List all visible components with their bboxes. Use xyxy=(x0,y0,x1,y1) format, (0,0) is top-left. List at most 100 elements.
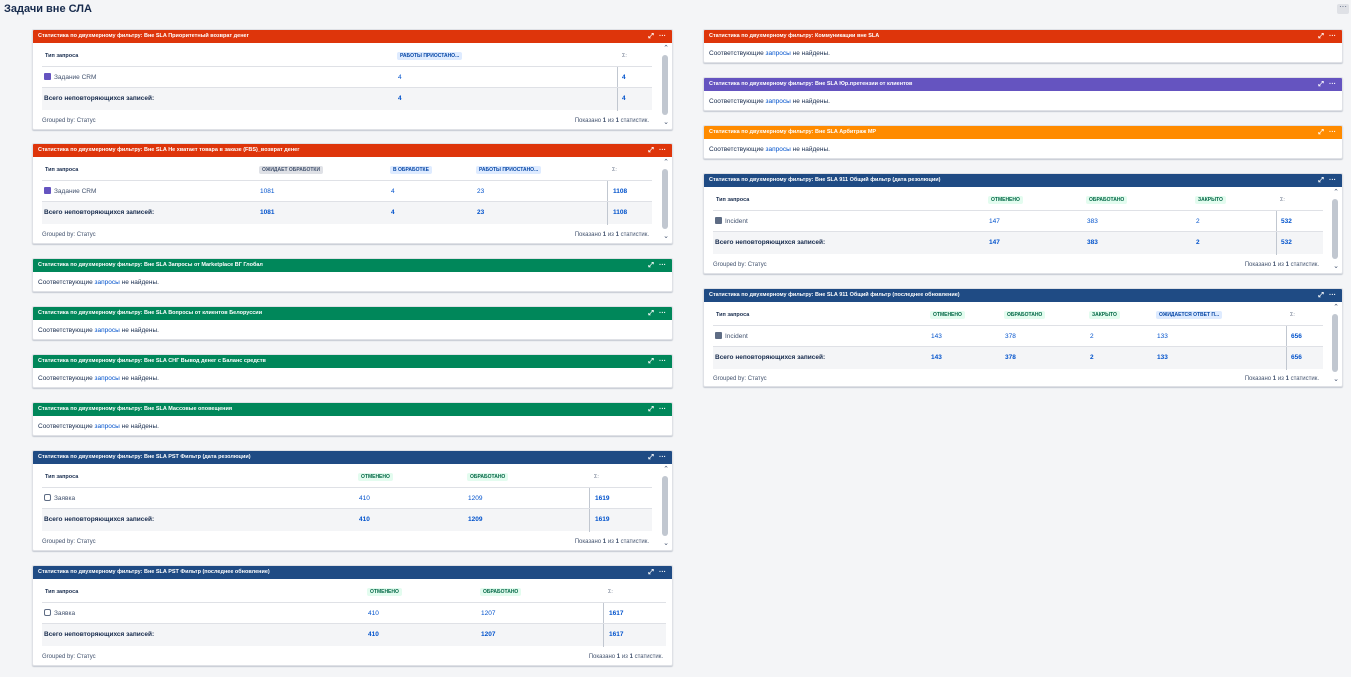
total-value[interactable]: 1081 xyxy=(260,209,275,216)
page-more-button[interactable]: ··· xyxy=(1337,3,1349,14)
cell-value[interactable]: 23 xyxy=(477,188,485,195)
expand-icon[interactable]: ⤢ xyxy=(648,569,654,576)
row-total[interactable]: 4 xyxy=(622,74,626,81)
row-total[interactable]: 532 xyxy=(1281,218,1292,225)
expand-icon[interactable]: ⤢ xyxy=(1318,129,1324,136)
row-type-label[interactable]: Заявка xyxy=(44,494,75,502)
grand-total[interactable]: 1619 xyxy=(595,516,610,523)
gadget-header[interactable]: Статистика по двухмерному фильтру: Вне S… xyxy=(33,566,672,579)
col-header-status[interactable]: В ОБРАБОТКЕ xyxy=(390,166,432,174)
row-type-label[interactable]: Incident xyxy=(715,217,748,225)
scroll-down-icon[interactable]: ⌄ xyxy=(663,540,669,547)
requests-link[interactable]: запросы xyxy=(765,98,791,105)
expand-icon[interactable]: ⤢ xyxy=(1318,177,1324,184)
col-header-status[interactable]: ОБРАБОТАНО xyxy=(467,473,509,481)
more-icon[interactable]: ··· xyxy=(659,33,666,40)
scroll-up-icon[interactable]: ⌃ xyxy=(663,466,669,473)
col-header-status[interactable]: ОБРАБОТАНО xyxy=(1086,196,1128,204)
cell-value[interactable]: 4 xyxy=(398,74,402,81)
grand-total[interactable]: 532 xyxy=(1281,239,1292,246)
col-header-status[interactable]: ЗАКРЫТО xyxy=(1089,311,1120,319)
col-header-status[interactable]: ОТМЕНЕНО xyxy=(930,311,965,319)
gadget-header[interactable]: Статистика по двухмерному фильтру: Вне S… xyxy=(33,30,672,43)
col-header-status[interactable]: ОБРАБОТАНО xyxy=(1004,311,1046,319)
scrollbar[interactable] xyxy=(662,55,668,115)
row-type-label[interactable]: Задание CRM xyxy=(44,187,96,195)
col-header-status[interactable]: ОБРАБОТАНО xyxy=(480,588,522,596)
total-value[interactable]: 2 xyxy=(1090,354,1094,361)
expand-icon[interactable]: ⤢ xyxy=(648,358,654,365)
cell-value[interactable]: 1081 xyxy=(260,188,275,195)
more-icon[interactable]: ··· xyxy=(659,358,666,365)
row-total[interactable]: 656 xyxy=(1291,333,1302,340)
requests-link[interactable]: запросы xyxy=(94,423,120,430)
row-total[interactable]: 1619 xyxy=(595,495,610,502)
more-icon[interactable]: ··· xyxy=(659,310,666,317)
total-value[interactable]: 23 xyxy=(477,209,485,216)
cell-value[interactable]: 143 xyxy=(931,333,942,340)
total-value[interactable]: 378 xyxy=(1005,354,1016,361)
row-type-label[interactable]: Заявка xyxy=(44,609,75,617)
gadget-header[interactable]: Статистика по двухмерному фильтру: Вне S… xyxy=(704,289,1342,302)
more-icon[interactable]: ··· xyxy=(1329,177,1336,184)
scrollbar[interactable] xyxy=(1332,314,1338,372)
total-value[interactable]: 133 xyxy=(1157,354,1168,361)
more-icon[interactable]: ··· xyxy=(659,454,666,461)
expand-icon[interactable]: ⤢ xyxy=(648,406,654,413)
expand-icon[interactable]: ⤢ xyxy=(1318,33,1324,40)
expand-icon[interactable]: ⤢ xyxy=(1318,81,1324,88)
more-icon[interactable]: ··· xyxy=(1329,292,1336,299)
scrollbar[interactable] xyxy=(1332,199,1338,259)
scroll-up-icon[interactable]: ⌃ xyxy=(1333,304,1339,311)
expand-icon[interactable]: ⤢ xyxy=(648,147,654,154)
row-total[interactable]: 1617 xyxy=(609,610,624,617)
gadget-header[interactable]: Статистика по двухмерному фильтру: Вне S… xyxy=(704,78,1342,91)
gadget-header[interactable]: Статистика по двухмерному фильтру: Вне S… xyxy=(33,307,672,320)
gadget-header[interactable]: Статистика по двухмерному фильтру: Вне S… xyxy=(33,144,672,157)
expand-icon[interactable]: ⤢ xyxy=(1318,292,1324,299)
gadget-header[interactable]: Статистика по двухмерному фильтру: Вне S… xyxy=(704,126,1342,139)
total-value[interactable]: 4 xyxy=(391,209,395,216)
total-value[interactable]: 410 xyxy=(359,516,370,523)
cell-value[interactable]: 4 xyxy=(391,188,395,195)
scroll-up-icon[interactable]: ⌃ xyxy=(1333,189,1339,196)
col-header-status[interactable]: ЗАКРЫТО xyxy=(1195,196,1226,204)
scrollbar[interactable] xyxy=(662,476,668,536)
cell-value[interactable]: 2 xyxy=(1090,333,1094,340)
total-value[interactable]: 1209 xyxy=(468,516,483,523)
row-total[interactable]: 1108 xyxy=(613,188,628,195)
scroll-down-icon[interactable]: ⌄ xyxy=(1333,376,1339,383)
total-value[interactable]: 383 xyxy=(1087,239,1098,246)
gadget-header[interactable]: Статистика по двухмерному фильтру: Вне S… xyxy=(704,174,1342,187)
total-value[interactable]: 2 xyxy=(1196,239,1200,246)
row-type-label[interactable]: Incident xyxy=(715,332,748,340)
cell-value[interactable]: 1209 xyxy=(468,495,483,502)
expand-icon[interactable]: ⤢ xyxy=(648,262,654,269)
requests-link[interactable]: запросы xyxy=(94,327,120,334)
gadget-header[interactable]: Статистика по двухмерному фильтру: Вне S… xyxy=(33,355,672,368)
scrollbar[interactable] xyxy=(662,169,668,229)
more-icon[interactable]: ··· xyxy=(1329,129,1336,136)
total-value[interactable]: 4 xyxy=(398,95,402,102)
requests-link[interactable]: запросы xyxy=(765,146,791,153)
scroll-up-icon[interactable]: ⌃ xyxy=(663,159,669,166)
total-value[interactable]: 1207 xyxy=(481,631,496,638)
scroll-up-icon[interactable]: ⌃ xyxy=(663,45,669,52)
scroll-down-icon[interactable]: ⌄ xyxy=(1333,263,1339,270)
total-value[interactable]: 410 xyxy=(368,631,379,638)
row-type-label[interactable]: Задание CRM xyxy=(44,73,96,81)
gadget-header[interactable]: Статистика по двухмерному фильтру: Комму… xyxy=(704,30,1342,43)
requests-link[interactable]: запросы xyxy=(94,279,120,286)
col-header-status[interactable]: ОТМЕНЕНО xyxy=(367,588,402,596)
gadget-header[interactable]: Статистика по двухмерному фильтру: Вне S… xyxy=(33,259,672,272)
col-header-status[interactable]: РАБОТЫ ПРИОСТАНО... xyxy=(397,52,463,60)
gadget-header[interactable]: Статистика по двухмерному фильтру: Вне S… xyxy=(33,451,672,464)
more-icon[interactable]: ··· xyxy=(659,406,666,413)
requests-link[interactable]: запросы xyxy=(94,375,120,382)
grand-total[interactable]: 4 xyxy=(622,95,626,102)
expand-icon[interactable]: ⤢ xyxy=(648,454,654,461)
cell-value[interactable]: 383 xyxy=(1087,218,1098,225)
more-icon[interactable]: ··· xyxy=(1329,81,1336,88)
requests-link[interactable]: запросы xyxy=(765,50,791,57)
cell-value[interactable]: 378 xyxy=(1005,333,1016,340)
